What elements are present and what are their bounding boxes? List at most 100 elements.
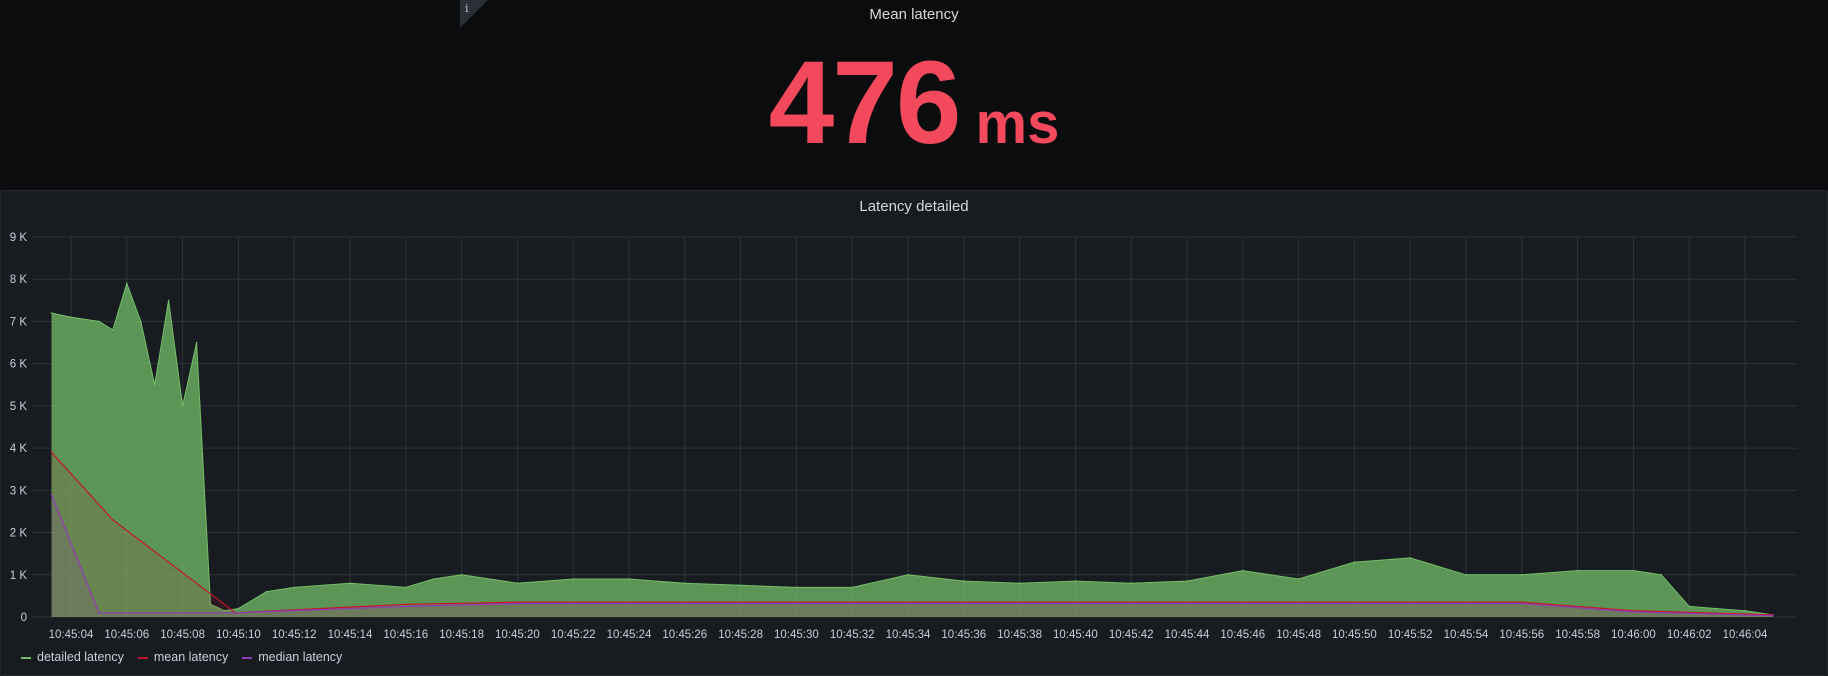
legend-item-median-latency[interactable]: median latency (242, 650, 342, 664)
detailed-latency-point (167, 299, 170, 302)
x-tick-label: 10:45:50 (1332, 629, 1377, 641)
detailed-latency-point (460, 574, 463, 576)
stat-panel-title[interactable]: Mean latency (869, 6, 959, 23)
x-tick-label: 10:46:04 (1723, 629, 1768, 641)
x-tick-label: 10:45:14 (328, 629, 373, 641)
detailed-latency-point (195, 341, 198, 344)
detailed-latency-point (1660, 574, 1663, 576)
graph-panel-title[interactable]: Latency detailed (859, 198, 969, 215)
x-tick-label: 10:45:40 (1053, 629, 1098, 641)
detailed-latency-point (70, 316, 72, 318)
x-tick-label: 10:45:12 (272, 629, 317, 641)
x-tick-label: 10:46:00 (1611, 629, 1656, 641)
info-icon-glyph: i (465, 2, 469, 15)
x-tick-label: 10:45:10 (216, 629, 261, 641)
x-tick-label: 10:45:44 (1165, 629, 1210, 641)
panel-info-icon[interactable]: i (460, 0, 488, 28)
detailed-latency-point (795, 586, 798, 589)
median-latency-point (1632, 611, 1635, 613)
x-tick-label: 10:45:18 (439, 629, 484, 641)
detailed-latency-point (572, 578, 574, 580)
y-tick-label: 4 K (10, 443, 28, 455)
stat-number: 476 (768, 37, 962, 169)
detailed-latency-point (1744, 609, 1746, 612)
detailed-latency-point (112, 329, 114, 331)
median-latency-line (50, 494, 1773, 617)
detailed-latency-point (1521, 574, 1523, 576)
x-tick-label: 10:45:42 (1109, 629, 1154, 641)
x-tick-label: 10:45:54 (1444, 629, 1489, 641)
y-tick-label: 2 K (10, 528, 28, 540)
detailed-latency-point (237, 607, 240, 610)
detailed-latency-point (1576, 569, 1579, 572)
x-tick-label: 10:45:30 (774, 629, 819, 641)
detailed-latency-point (405, 586, 407, 589)
detailed-latency-point (140, 320, 142, 323)
detailed-latency-point (1688, 605, 1690, 608)
mean-latency-point (112, 519, 114, 521)
mean-latency-point (405, 603, 407, 606)
y-tick-label: 3 K (10, 485, 28, 497)
chart-legend: detailed latency mean latency median laten… (21, 650, 342, 664)
detailed-latency-point (1186, 580, 1188, 582)
y-tick-label: 8 K (10, 274, 28, 286)
legend-label: mean latency (153, 650, 229, 664)
median-latency-point (405, 605, 407, 608)
detailed-latency-point (1242, 569, 1244, 572)
detailed-latency-point (1716, 607, 1718, 610)
legend-swatch (242, 657, 253, 659)
latency-detailed-panel: 0 1 K 2 K 3 K 4 K 5 K 6 K 7 K 8 K 9 K 10:45:04 10:4… (0, 190, 1828, 676)
y-tick-label: 5 K (10, 401, 28, 413)
mean-latency-point (1521, 601, 1523, 603)
x-tick-label: 10:45:20 (495, 629, 540, 641)
median-latency-point (98, 612, 100, 614)
x-tick-label: 10:45:48 (1276, 629, 1321, 641)
detailed-latency-point (126, 282, 128, 285)
legend-swatch (137, 657, 148, 659)
x-tick-label: 10:45:26 (662, 629, 707, 641)
mean-latency-line (51, 451, 1773, 616)
detailed-latency-point (1353, 561, 1356, 563)
x-tick-label: 10:45:16 (383, 629, 428, 641)
latency-chart: 0 1 K 2 K 3 K 4 K 5 K 6 K 7 K 8 K 9 K 10:45:04 10:4… (10, 232, 1797, 641)
y-tick-label: 0 (21, 612, 27, 624)
detailed-latency-point (684, 582, 686, 584)
detailed-latency-point (293, 586, 296, 589)
detailed-latency-point (628, 578, 630, 580)
mean-latency-point (1632, 609, 1635, 612)
y-tick-label: 1 K (10, 570, 28, 582)
detailed-latency-point (432, 578, 435, 580)
legend-item-detailed-latency[interactable]: detailed latency (21, 650, 124, 664)
stat-value: 476 ms (0, 44, 1828, 162)
legend-swatch (21, 657, 31, 659)
detailed-latency-point (209, 603, 212, 606)
x-tick-label: 10:45:56 (1499, 629, 1544, 641)
x-tick-label: 10:45:58 (1555, 629, 1600, 641)
x-tick-label: 10:46:02 (1667, 629, 1712, 641)
x-tick-label: 10:45:32 (830, 629, 875, 641)
x-tick-label: 10:45:36 (941, 629, 986, 641)
x-tick-label: 10:45:28 (718, 629, 763, 641)
detailed-latency-point (851, 586, 853, 589)
mean-latency-point (516, 601, 519, 603)
detailed-latency-point (153, 384, 156, 386)
detailed-latency-point (1409, 557, 1411, 559)
median-latency-point (50, 493, 53, 496)
detailed-latency-point (1130, 582, 1132, 584)
detailed-latency-point (223, 609, 226, 612)
median-latency-point (1772, 614, 1774, 617)
median-latency-point (234, 612, 237, 614)
legend-item-mean-latency[interactable]: mean latency (137, 650, 229, 664)
detailed-latency-point (739, 584, 742, 587)
median-latency-point (516, 602, 519, 605)
x-tick-label: 10:45:46 (1220, 629, 1265, 641)
detailed-latency-point (963, 580, 965, 582)
detailed-latency-point (181, 405, 184, 407)
detailed-latency-point (1465, 574, 1467, 576)
x-tick-label: 10:45:24 (607, 629, 652, 641)
detailed-latency-line (51, 281, 1773, 616)
x-tick-label: 10:45:52 (1388, 629, 1433, 641)
detailed-latency-area (51, 283, 1773, 617)
legend-label: median latency (258, 650, 343, 664)
detailed-latency-point (516, 582, 519, 584)
